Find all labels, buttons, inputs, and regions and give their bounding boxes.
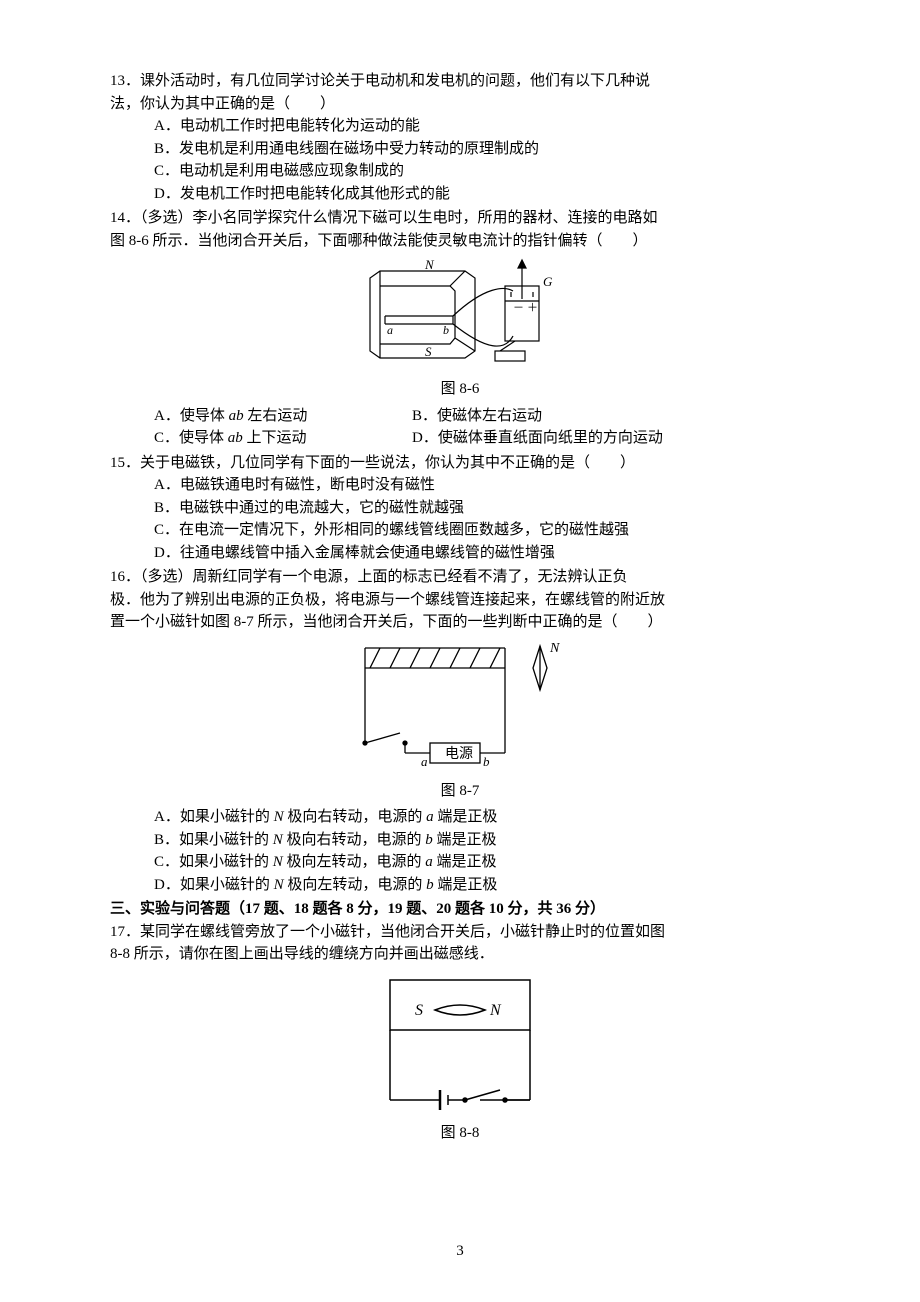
q13-option-c: C．电动机是利用电磁感应现象制成的 (154, 160, 810, 183)
figure-8-6-wrap: N S a b G － ＋ 图 8-6 (110, 256, 810, 401)
q14-option-c: C．使导体 ab 上下运动 (154, 427, 404, 450)
q17-stem-1: 17．某同学在螺线管旁放了一个小磁针，当他闭合开关后，小磁针静止时的位置如图 (110, 921, 810, 944)
fig87-N: N (549, 641, 560, 656)
q16-stem-1: 16．（多选）周新红同学有一个电源，上面的标志已经看不清了，无法辨认正负 (110, 566, 810, 589)
fig86-N: N (424, 257, 435, 272)
figure-8-6-caption: 图 8-6 (110, 378, 810, 401)
question-14: 14．（多选）李小名同学探究什么情况下磁可以生电时，所用的器材、连接的电路如 图… (110, 207, 810, 450)
q15-option-b: B．电磁铁中通过的电流越大，它的磁性就越强 (154, 497, 810, 520)
q13-option-a: A．电动机工作时把电能转化为运动的能 (154, 115, 810, 138)
q15-stem: 15．关于电磁铁，几位同学有下面的一些说法，你认为其中不正确的是（ ） (110, 452, 810, 475)
q13-options: A．电动机工作时把电能转化为运动的能 B．发电机是利用通电线圈在磁场中受力转动的… (110, 115, 810, 205)
fig88-S: S (415, 1002, 423, 1019)
q14-options-row1: A．使导体 ab 左右运动 B．使磁体左右运动 (110, 405, 810, 428)
q13-option-d: D．发电机工作时把电能转化成其他形式的能 (154, 183, 810, 206)
fig86-G: G (543, 274, 553, 289)
figure-8-8-svg: S N (360, 970, 560, 1120)
q13-option-b: B．发电机是利用通电线圈在磁场中受力转动的原理制成的 (154, 138, 810, 161)
q13-stem-1: 13．课外活动时，有几位同学讨论关于电动机和发电机的问题，他们有以下几种说 (110, 70, 810, 93)
q15-option-c: C．在电流一定情况下，外形相同的螺线管线圈匝数越多，它的磁性越强 (154, 519, 810, 542)
question-13: 13．课外活动时，有几位同学讨论关于电动机和发电机的问题，他们有以下几种说 法，… (110, 70, 810, 205)
fig87-a: a (421, 754, 428, 769)
q15-option-d: D．往通电螺线管中插入金属棒就会使通电螺线管的磁性增强 (154, 542, 810, 565)
q13-stem-2: 法，你认为其中正确的是（ ） (110, 93, 810, 116)
q16-stem-2: 极．他为了辨别出电源的正负极，将电源与一个螺线管连接起来，在螺线管的附近放 (110, 589, 810, 612)
q17-stem-2: 8-8 所示，请你在图上画出导线的缠绕方向并画出磁感线． (110, 943, 810, 966)
fig87-b: b (483, 754, 490, 769)
page-number: 3 (0, 1240, 920, 1263)
q16-options: A．如果小磁针的 N 极向右转动，电源的 a 端是正极 B．如果小磁针的 N 极… (110, 806, 810, 896)
svg-text:－: － (513, 302, 524, 314)
fig86-S: S (425, 344, 432, 359)
question-15: 15．关于电磁铁，几位同学有下面的一些说法，你认为其中不正确的是（ ） A．电磁… (110, 452, 810, 565)
page: 13．课外活动时，有几位同学讨论关于电动机和发电机的问题，他们有以下几种说 法，… (0, 0, 920, 1302)
q16-option-c: C．如果小磁针的 N 极向左转动，电源的 a 端是正极 (154, 851, 810, 874)
q14-option-a: A．使导体 ab 左右运动 (154, 405, 404, 428)
figure-8-8-wrap: S N 图 8-8 (110, 970, 810, 1145)
fig86-b: b (443, 323, 449, 337)
q16-stem-3: 置一个小磁针如图 8-7 所示，当他闭合开关后，下面的一些判断中正确的是（ ） (110, 611, 810, 634)
fig88-N: N (489, 1002, 502, 1019)
q15-option-a: A．电磁铁通电时有磁性，断电时没有磁性 (154, 474, 810, 497)
svg-text:＋: ＋ (527, 302, 538, 314)
figure-8-6-svg: N S a b G － ＋ (355, 256, 565, 376)
q15-options: A．电磁铁通电时有磁性，断电时没有磁性 B．电磁铁中通过的电流越大，它的磁性就越… (110, 474, 810, 564)
q14-stem-1: 14．（多选）李小名同学探究什么情况下磁可以生电时，所用的器材、连接的电路如 (110, 207, 810, 230)
q14-option-d: D．使磁体垂直纸面向纸里的方向运动 (404, 427, 663, 450)
question-16: 16．（多选）周新红同学有一个电源，上面的标志已经看不清了，无法辨认正负 极．他… (110, 566, 810, 896)
q14-option-b: B．使磁体左右运动 (404, 405, 542, 428)
fig86-a: a (387, 323, 393, 337)
section-3-heading: 三、实验与问答题（17 题、18 题各 8 分，19 题、20 题各 10 分，… (110, 898, 810, 921)
q16-option-d: D．如果小磁针的 N 极向左转动，电源的 b 端是正极 (154, 874, 810, 897)
figure-8-8-caption: 图 8-8 (110, 1122, 810, 1145)
question-17: 17．某同学在螺线管旁放了一个小磁针，当他闭合开关后，小磁针静止时的位置如图 8… (110, 921, 810, 1145)
q16-option-a: A．如果小磁针的 N 极向右转动，电源的 a 端是正极 (154, 806, 810, 829)
q16-option-b: B．如果小磁针的 N 极向右转动，电源的 b 端是正极 (154, 829, 810, 852)
fig87-src: 电源 (445, 746, 473, 762)
figure-8-7-svg: 电源 a b N (345, 638, 575, 778)
q14-stem-2: 图 8-6 所示．当他闭合开关后，下面哪种做法能使灵敏电流计的指针偏转（ ） (110, 230, 810, 253)
figure-8-7-wrap: 电源 a b N 图 8-7 (110, 638, 810, 803)
q14-options-row2: C．使导体 ab 上下运动 D．使磁体垂直纸面向纸里的方向运动 (110, 427, 810, 450)
figure-8-7-caption: 图 8-7 (110, 780, 810, 803)
